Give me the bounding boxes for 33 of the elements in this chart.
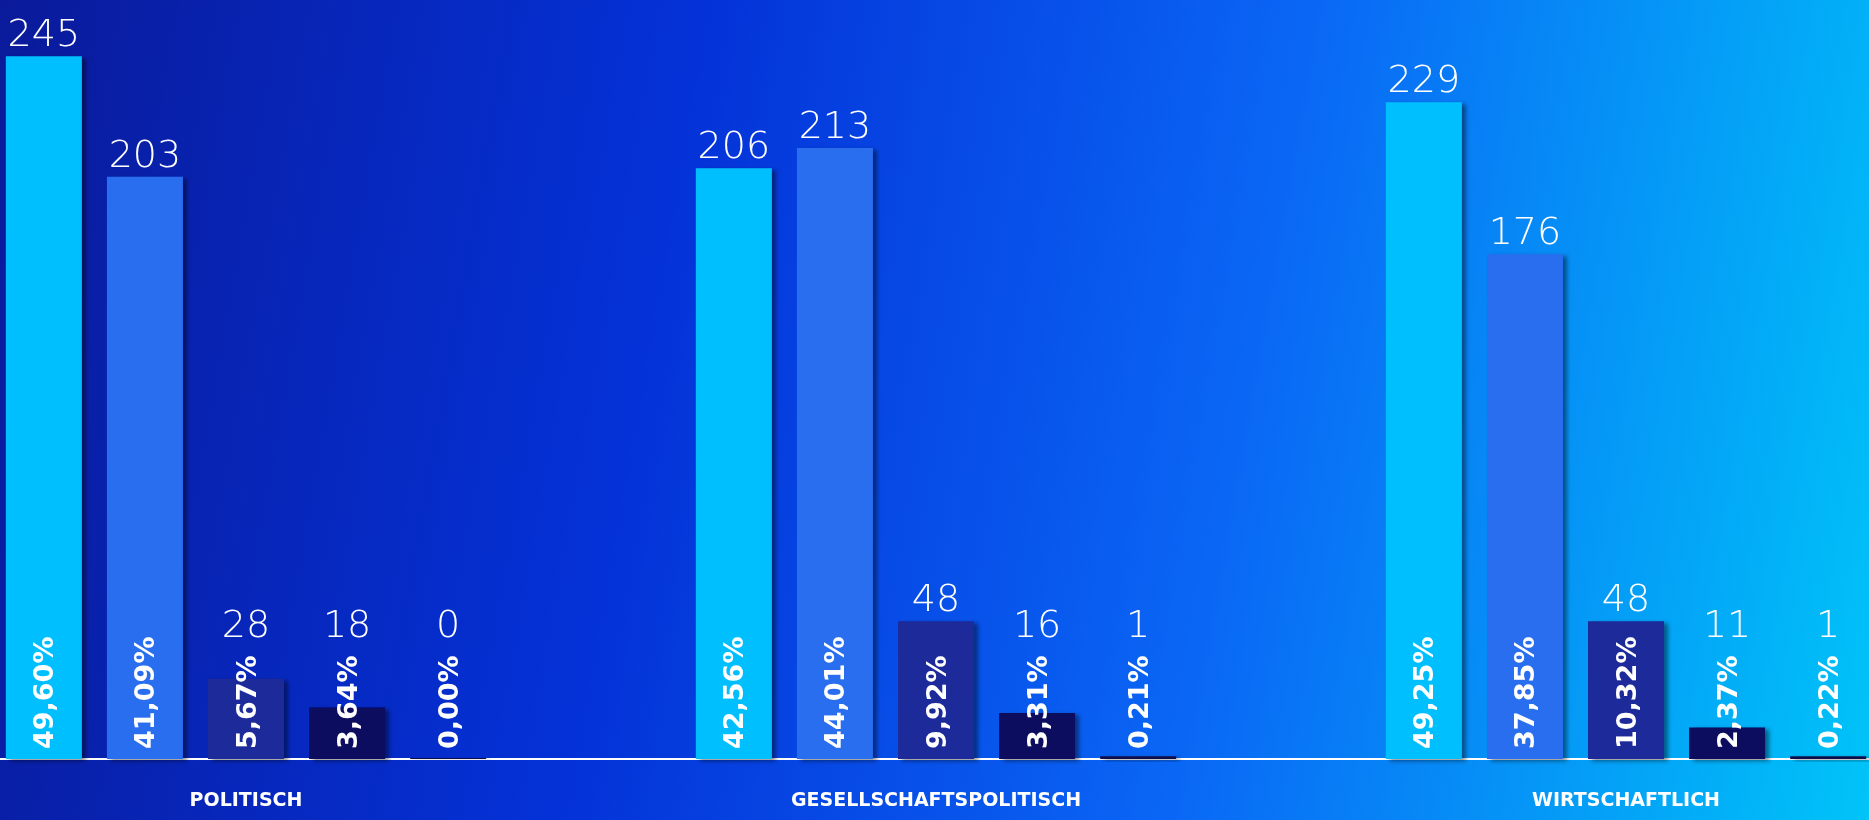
- annotation: 10,32%: [1610, 636, 1642, 749]
- annotation: 0,22%: [1812, 655, 1844, 749]
- annotation: 41,09%: [129, 636, 161, 749]
- annotation: 49,25%: [1408, 636, 1440, 749]
- annotation: 44,01%: [819, 636, 851, 749]
- annotation: 0,00%: [432, 655, 464, 749]
- data-label: 16: [1012, 602, 1062, 647]
- annotation: 2,37%: [1711, 655, 1743, 749]
- x-tick-label: POLITISCH: [189, 787, 303, 810]
- data-label: 229: [1387, 57, 1461, 102]
- data-label: 203: [108, 131, 182, 176]
- annotation: 9,92%: [920, 655, 952, 749]
- data-label: 48: [911, 576, 961, 621]
- annotation: 37,85%: [1509, 636, 1541, 749]
- data-label: 0: [436, 602, 461, 647]
- annotation: 3,31%: [1021, 655, 1053, 749]
- data-label: 18: [322, 602, 372, 647]
- data-label: 11: [1702, 602, 1752, 647]
- annotation: 49,60%: [28, 636, 60, 749]
- data-label: 28: [221, 602, 271, 647]
- annotation: 3,64%: [331, 655, 363, 749]
- data-label: 206: [697, 123, 771, 168]
- x-tick-label: WIRTSCHAFTLICH: [1532, 787, 1720, 810]
- data-label: 176: [1488, 209, 1562, 254]
- annotation: 0,21%: [1122, 655, 1154, 749]
- annotation: 5,67%: [230, 655, 262, 749]
- x-tick-label: GESELLSCHAFTSPOLITISCH: [790, 787, 1082, 810]
- data-label: 1: [1126, 602, 1151, 647]
- data-label: 1: [1816, 602, 1841, 647]
- data-label: 48: [1601, 576, 1651, 621]
- data-label: 213: [798, 103, 872, 148]
- data-label: 245: [7, 11, 81, 56]
- annotation: 42,56%: [718, 636, 750, 749]
